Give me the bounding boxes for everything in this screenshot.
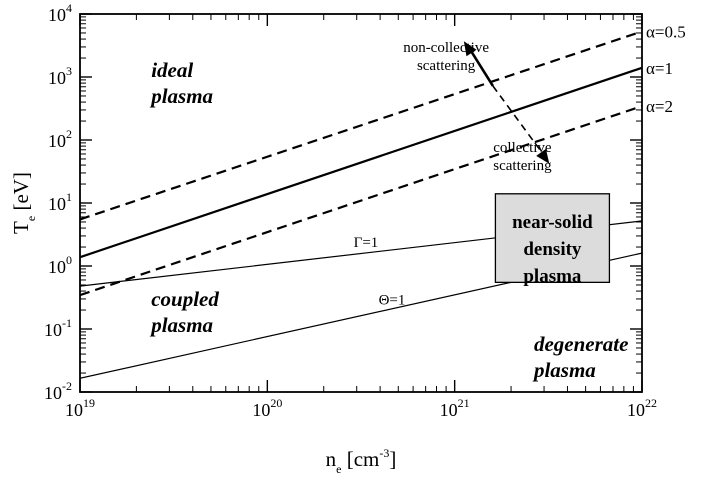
arrow-head-down [536, 148, 550, 164]
series-line-alpha2 [80, 105, 642, 297]
y-tick-label: 10-2 [44, 379, 72, 403]
theta-label: Θ=1 [379, 292, 406, 308]
y-tick-label: 104 [48, 1, 72, 25]
alpha-label-alpha1: α=1 [646, 59, 673, 78]
collective-label-2: scattering [493, 158, 552, 174]
label-layer: 1019 1020 1021 1022 10-2 10-1 100 101 102 103 104 n… [9, 1, 686, 476]
region-label-ideal-1: ideal [151, 58, 193, 82]
y-tick-label: 10-1 [44, 316, 72, 340]
y-tick-label: 100 [48, 253, 72, 277]
region-label-degenerate-2: plasma [532, 358, 596, 382]
noncollective-label-2: scattering [417, 58, 476, 74]
box-label-line-2: density [523, 239, 582, 260]
arrow-shaft-lower [492, 85, 545, 157]
y-tick-label: 102 [48, 127, 72, 151]
gamma-label: Γ=1 [354, 235, 379, 251]
x-tick-label: 1021 [440, 396, 470, 420]
y-axis-title: Te [eV] [9, 172, 38, 234]
arrow-head-up [463, 41, 477, 57]
x-tick-label: 1022 [627, 396, 657, 420]
y-tick-label: 101 [48, 190, 72, 214]
alpha-label-alpha2: α=2 [646, 97, 673, 116]
region-label-ideal-2: plasma [149, 84, 213, 108]
y-tick-label: 103 [48, 64, 72, 88]
x-tick-label: 1020 [252, 396, 282, 420]
series-line-alpha05 [80, 30, 642, 221]
x-axis-title: ne [cm-3] [326, 446, 397, 476]
noncollective-label-1: non-collective [403, 40, 489, 56]
box-label-line-3: plasma [523, 266, 582, 287]
series-line-alpha1 [80, 66, 642, 259]
tick-layer [79, 13, 643, 393]
alpha-label-alpha05: α=0.5 [646, 22, 686, 41]
region-label-coupled-1: coupled [151, 287, 219, 311]
box-label-line-1: near-solid [512, 212, 593, 233]
near-solid-box [494, 193, 611, 284]
region-label-degenerate-1: degenerate [534, 332, 628, 356]
collective-label-1: collective [493, 140, 552, 156]
region-label-coupled-2: plasma [149, 313, 213, 337]
box-layer: near-solid density plasma [494, 193, 611, 287]
arrow-shaft-upper [468, 48, 495, 87]
x-tick-label: 1019 [65, 396, 95, 420]
